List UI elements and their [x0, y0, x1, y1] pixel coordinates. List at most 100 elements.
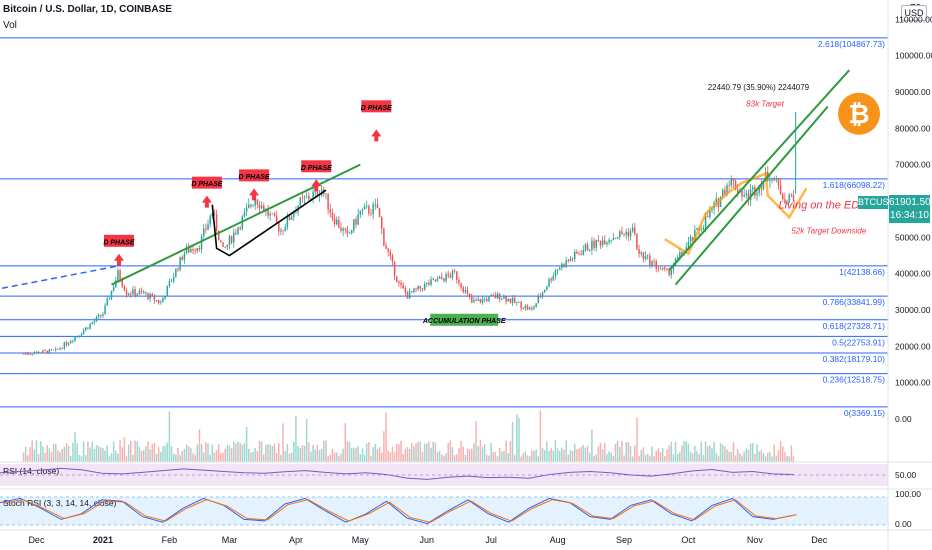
candle-body	[97, 314, 100, 317]
volume-bar	[552, 450, 555, 462]
volume-bar	[147, 441, 149, 462]
candle-body	[312, 191, 314, 199]
candle-body	[258, 204, 261, 209]
x-tick-label: Apr	[289, 535, 303, 545]
volume-bar	[130, 440, 132, 462]
candle-body	[368, 205, 370, 214]
volume-bar	[241, 444, 244, 462]
candle-body	[664, 267, 666, 269]
candle-body	[468, 293, 471, 298]
volume-bar	[664, 456, 666, 462]
candle-body	[533, 307, 535, 309]
volume-bar	[104, 450, 106, 462]
candle-body	[453, 270, 456, 272]
candle-body	[344, 228, 347, 230]
volume-bar	[220, 453, 222, 462]
candle-body	[475, 300, 477, 302]
volume-bar	[589, 452, 591, 462]
candle-body	[526, 305, 529, 310]
volume-bar	[166, 442, 169, 462]
volume-bar	[33, 449, 36, 462]
candle-body	[619, 231, 621, 238]
volume-bar	[192, 453, 194, 462]
volume-bar	[756, 444, 758, 462]
volume-bar	[140, 450, 143, 462]
volume-bar	[209, 454, 211, 462]
volume-bar	[48, 448, 51, 462]
candle-body	[741, 190, 743, 197]
candle-body	[496, 293, 499, 298]
candle-body	[792, 195, 795, 201]
candle-body	[634, 227, 636, 234]
d-phase-badge	[103, 234, 134, 247]
volume-bar	[145, 446, 147, 462]
volume-bar	[185, 444, 188, 462]
candle-body	[672, 265, 675, 270]
volume-bar	[252, 451, 254, 462]
candle-body	[282, 230, 284, 232]
candle-body	[434, 279, 437, 282]
candle-body	[37, 351, 40, 354]
volume-bar	[205, 442, 207, 462]
candle-body	[387, 248, 389, 252]
volume-bar	[724, 446, 726, 462]
candle-body	[563, 263, 565, 268]
volume-bar	[82, 441, 85, 462]
candle-body	[775, 178, 778, 180]
annotations: D PHASE D PHASE D PHASE D PHASE D PHASE ACCUM…	[103, 83, 880, 326]
candle-body	[226, 244, 229, 248]
candle-body	[80, 333, 83, 336]
candle-body	[245, 207, 248, 212]
candle-body	[438, 276, 441, 279]
volume-bar	[46, 445, 48, 462]
volume-bar	[558, 450, 561, 462]
candle-body	[646, 255, 649, 257]
candle-body	[331, 212, 334, 219]
candle-body	[423, 284, 426, 290]
volume-bar	[479, 440, 482, 462]
candle-body	[85, 327, 87, 331]
candle-body	[316, 187, 319, 196]
volume-bar	[44, 452, 46, 462]
candle-body	[567, 260, 570, 262]
target-up-label: 83k Target	[746, 100, 784, 109]
candle-body	[608, 240, 610, 243]
volume-bar	[273, 443, 276, 462]
volume-bar	[200, 443, 203, 462]
d-phase-label: D PHASE	[361, 105, 392, 112]
volume-bar	[608, 451, 610, 462]
volume-bar	[676, 453, 679, 462]
candle-body	[573, 251, 576, 260]
candle-body	[153, 295, 156, 301]
candle-body	[679, 251, 681, 257]
volume-bar	[747, 449, 750, 462]
candle-body	[758, 185, 760, 193]
volume-bar	[520, 456, 522, 462]
candle-body	[278, 222, 280, 232]
candle-body	[456, 271, 458, 281]
volume-bar	[668, 445, 670, 462]
candle-body	[192, 249, 194, 251]
candle-body	[78, 335, 81, 337]
candle-body	[488, 296, 490, 302]
candle-body	[743, 195, 745, 197]
candle-body	[108, 298, 111, 300]
volume-bar	[117, 453, 119, 462]
candle-body	[348, 232, 351, 234]
candle-body	[726, 185, 728, 195]
volume-bar	[563, 449, 565, 462]
candle-body	[335, 219, 338, 225]
candle-body	[190, 249, 192, 253]
volume-bar	[537, 456, 540, 462]
candle-body	[359, 210, 362, 215]
currency-button[interactable]: USD	[901, 5, 927, 21]
candle-body	[273, 213, 276, 217]
volume-bar	[24, 446, 27, 462]
dashed-trendline	[1, 265, 116, 289]
y-tick-label: 100000.00	[895, 51, 932, 61]
volume-bar	[151, 444, 154, 462]
volume-bar	[638, 455, 640, 462]
candle-body	[599, 241, 602, 246]
candle-body	[177, 268, 179, 270]
